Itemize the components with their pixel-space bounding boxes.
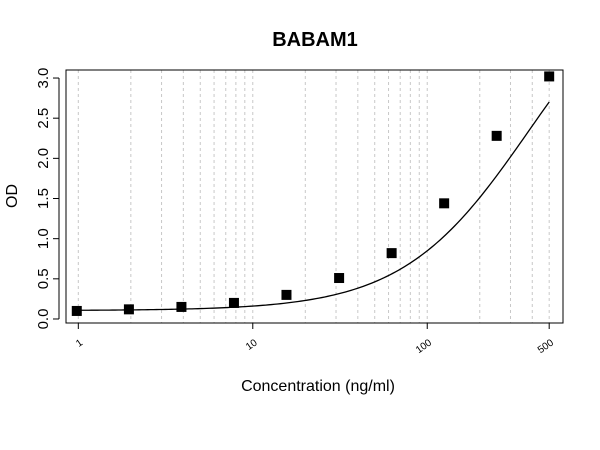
data-point	[71, 305, 82, 316]
y-tick-label: 0.0	[35, 309, 52, 330]
x-tick-label: 1	[74, 337, 85, 349]
grid	[77, 70, 550, 323]
data-points	[71, 71, 555, 316]
y-tick-label: 3.0	[35, 68, 52, 89]
y-axis: 0.0 0.5 1.0 1.5 2.0 2.5 3.0	[35, 68, 60, 330]
data-point	[439, 198, 450, 209]
x-axis: 1 10 100 500	[74, 322, 556, 356]
y-tick-label: 1.0	[35, 228, 52, 249]
data-point	[386, 248, 397, 259]
data-point	[544, 71, 555, 82]
x-axis-label: Concentration (ng/ml)	[241, 378, 395, 395]
plot-frame	[65, 69, 564, 324]
data-point	[228, 297, 239, 308]
data-point	[491, 130, 502, 141]
y-tick-label: 1.5	[35, 188, 52, 209]
y-tick-label: 2.5	[35, 108, 52, 129]
y-tick-label: 2.0	[35, 148, 52, 169]
x-tick-label: 100	[414, 337, 434, 356]
data-point	[176, 301, 187, 312]
data-point	[334, 273, 345, 284]
x-tick-label: 500	[536, 337, 556, 356]
data-point	[281, 289, 292, 300]
x-tick-label: 10	[244, 337, 260, 353]
data-point	[123, 304, 134, 315]
chart-title: BABAM1	[272, 29, 358, 51]
y-axis-label: OD	[4, 184, 21, 208]
fit-curve	[76, 101, 550, 311]
fit-curve-layer	[76, 101, 550, 311]
y-tick-label: 0.5	[35, 268, 52, 289]
